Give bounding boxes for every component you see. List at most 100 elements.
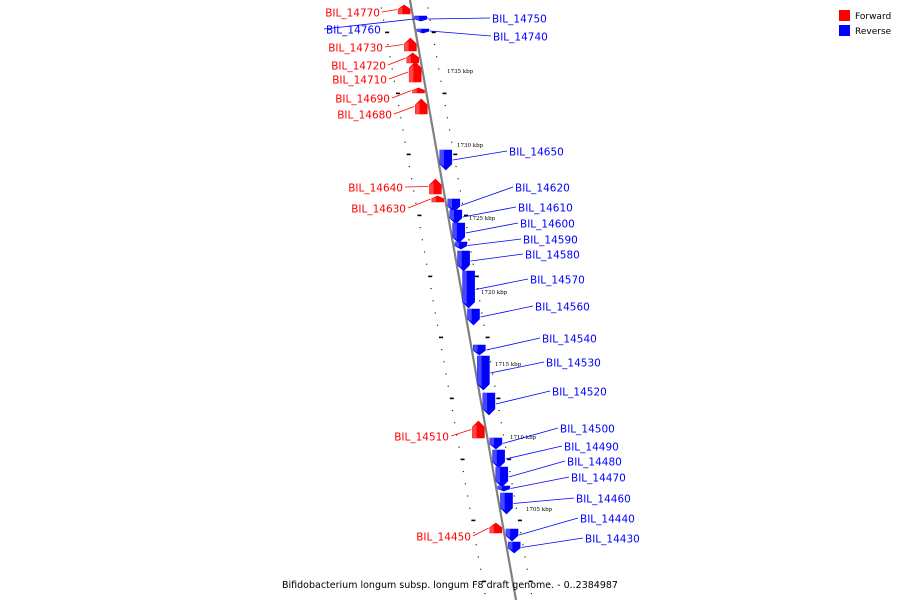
gene-bil-14720[interactable]: BIL_14720 (331, 52, 420, 73)
gene-bil-14560[interactable]: BIL_14560 (467, 302, 590, 326)
gene-bil-14610[interactable]: BIL_14610 (449, 203, 573, 225)
kbp-mark-label: 1720 kbp (481, 290, 508, 296)
forward-gene-arrow[interactable] (397, 4, 411, 15)
reverse-gene-arrow[interactable] (505, 528, 519, 542)
gene-bil-14460[interactable]: BIL_14460 (500, 492, 631, 515)
gene-bil-14620[interactable]: BIL_14620 (447, 183, 570, 213)
reverse-gene-arrow[interactable] (492, 449, 505, 469)
gene-bil-14730[interactable]: BIL_14730 (328, 37, 417, 55)
gene-label[interactable]: BIL_14610 (518, 203, 573, 215)
gene-label[interactable]: BIL_14440 (580, 514, 635, 526)
gene-label[interactable]: BIL_14720 (331, 61, 386, 73)
reverse-gene-arrow[interactable] (500, 492, 513, 515)
gene-label[interactable]: BIL_14560 (535, 302, 590, 314)
reverse-gene-arrow[interactable] (449, 209, 463, 225)
reverse-gene-arrow[interactable] (462, 270, 475, 309)
reverse-gene-arrow[interactable] (482, 392, 496, 416)
gene-label[interactable]: BIL_14590 (523, 235, 578, 247)
gene-bil-14690[interactable]: BIL_14690 (335, 87, 425, 106)
gene-label[interactable]: BIL_14480 (567, 457, 622, 469)
reverse-gene-arrow[interactable] (507, 541, 521, 554)
gene-label[interactable]: BIL_14500 (560, 424, 615, 436)
reverse-gene-arrow[interactable] (472, 344, 486, 356)
gene-bil-14430[interactable]: BIL_14430 (507, 534, 640, 554)
gene-label[interactable]: BIL_14600 (520, 219, 575, 231)
gene-bil-14740[interactable]: BIL_14740 (416, 28, 548, 44)
gene-bil-14470[interactable]: BIL_14470 (497, 473, 626, 492)
gene-label[interactable]: BIL_14430 (585, 534, 640, 546)
gene-bil-14450[interactable]: BIL_14450 (416, 522, 503, 544)
gene-bil-14520[interactable]: BIL_14520 (482, 387, 607, 416)
gene-bil-14580[interactable]: BIL_14580 (457, 250, 580, 272)
gene-label[interactable]: BIL_14760 (326, 25, 381, 37)
forward-gene-arrow[interactable] (406, 52, 420, 64)
gene-bil-14630[interactable]: BIL_14630 (351, 195, 445, 216)
forward-gene-arrow[interactable] (412, 87, 425, 94)
gene-arrow-highlight (457, 251, 462, 268)
gene-arrow-highlight (409, 65, 414, 82)
gene-bil-14640[interactable]: BIL_14640 (348, 178, 442, 195)
gene-label[interactable]: BIL_14630 (351, 204, 406, 216)
gene-label[interactable]: BIL_14540 (542, 334, 597, 346)
gene-label[interactable]: BIL_14450 (416, 532, 471, 544)
gene-bil-14650[interactable]: BIL_14650 (439, 147, 564, 171)
gene-label[interactable]: BIL_14510 (394, 432, 449, 444)
gene-label[interactable]: BIL_14730 (328, 43, 383, 55)
gene-bil-14530[interactable]: BIL_14530 (477, 355, 601, 391)
gene-label[interactable]: BIL_14750 (492, 14, 547, 26)
gene-label[interactable]: BIL_14650 (509, 147, 564, 159)
gene-label[interactable]: BIL_14470 (571, 473, 626, 485)
gene-label[interactable]: BIL_14680 (337, 110, 392, 122)
reverse-gene-arrow[interactable] (477, 355, 490, 391)
gene-label[interactable]: BIL_14580 (525, 250, 580, 262)
forward-gene-arrow[interactable] (472, 420, 485, 439)
gene-label[interactable]: BIL_14690 (335, 94, 390, 106)
gene-bil-14600[interactable]: BIL_14600 (452, 219, 575, 244)
reverse-gene-arrow[interactable] (414, 16, 428, 22)
gene-bil-14680[interactable]: BIL_14680 (337, 98, 428, 122)
gene-label[interactable]: BIL_14570 (530, 275, 585, 287)
gene-bil-14500[interactable]: BIL_14500 (489, 424, 615, 450)
gene-bil-14540[interactable]: BIL_14540 (472, 334, 597, 356)
forward-gene-arrow[interactable] (431, 195, 445, 203)
reverse-gene-arrow[interactable] (467, 308, 480, 326)
gene-label[interactable]: BIL_14740 (493, 32, 548, 44)
reverse-gene-arrow[interactable] (452, 222, 466, 244)
gene-label[interactable]: BIL_14640 (348, 183, 403, 195)
gene-leader-line (427, 17, 491, 20)
forward-gene-arrow[interactable] (489, 522, 503, 534)
gene-label[interactable]: BIL_14530 (546, 358, 601, 370)
reverse-gene-arrow[interactable] (454, 241, 468, 250)
gene-bil-14480[interactable]: BIL_14480 (495, 457, 622, 488)
forward-gene-arrow[interactable] (404, 37, 417, 52)
gene-bil-14570[interactable]: BIL_14570 (462, 270, 585, 309)
gene-arrow-highlight (472, 424, 477, 438)
gene-label[interactable]: BIL_14770 (325, 8, 380, 20)
gene-arrow-highlight (482, 393, 488, 412)
gene-label[interactable]: BIL_14460 (576, 494, 631, 506)
gene-label[interactable]: BIL_14490 (564, 442, 619, 454)
gene-bil-14490[interactable]: BIL_14490 (492, 442, 619, 469)
reverse-gene-arrow[interactable] (497, 485, 511, 492)
gene-bil-14510[interactable]: BIL_14510 (394, 420, 485, 444)
reverse-gene-arrow[interactable] (489, 437, 503, 450)
gene-bil-14710[interactable]: BIL_14710 (332, 61, 422, 87)
reverse-gene-arrow[interactable] (457, 250, 470, 272)
gene-label[interactable]: BIL_14520 (552, 387, 607, 399)
reverse-gene-arrow[interactable] (439, 149, 453, 171)
reverse-gene-arrow[interactable] (447, 198, 461, 213)
gene-bil-14440[interactable]: BIL_14440 (505, 514, 635, 542)
gene-leader-line (513, 497, 575, 504)
gene-label[interactable]: BIL_14620 (515, 183, 570, 195)
gene-bil-14590[interactable]: BIL_14590 (454, 235, 578, 250)
forward-gene-arrow[interactable] (414, 98, 428, 115)
gene-arrow-highlight (492, 450, 497, 465)
forward-gene-arrow[interactable] (429, 178, 442, 195)
forward-gene-arrow[interactable] (408, 61, 422, 83)
reverse-gene-arrow[interactable] (416, 28, 430, 34)
gene-label[interactable]: BIL_14710 (332, 75, 387, 87)
reverse-gene-arrow[interactable] (495, 466, 509, 488)
gene-bil-14770[interactable]: BIL_14770 (325, 4, 411, 20)
gene-leader-line (495, 390, 551, 405)
gene-bil-14750[interactable]: BIL_14750 (414, 14, 547, 26)
